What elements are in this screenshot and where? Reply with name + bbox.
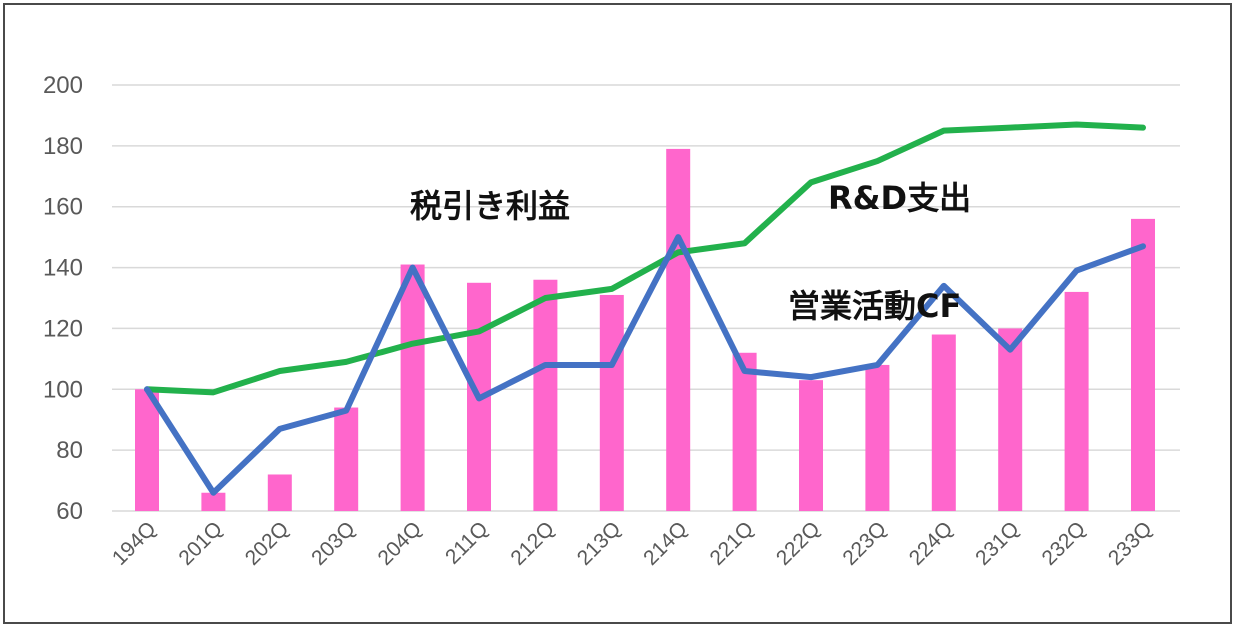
bar [533,279,558,511]
bar [334,407,359,511]
x-tick-label: 224Q [905,517,958,570]
bar [267,474,292,511]
x-tick-label: 211Q [441,517,492,568]
bar [732,352,757,511]
x-tick-label: 214Q [639,517,692,570]
bar [1131,218,1155,511]
y-tick-label: 160 [43,194,83,221]
x-tick-label: 221Q [706,517,759,570]
series-annotation: 営業活動CF [788,287,961,325]
series-line [144,234,1146,496]
x-tick-label: 231Q [971,517,1024,570]
y-axis-ticks: 60 80 100 120 140 160 180 200 [43,72,83,525]
bar [666,148,691,511]
bar [400,264,425,511]
y-tick-label: 180 [43,133,83,160]
line-series [144,121,1146,496]
y-tick-label: 120 [43,315,83,342]
bar [201,492,226,511]
bar [865,364,890,511]
bar [1064,291,1089,511]
y-tick-label: 140 [43,255,83,282]
x-tick-label: 202Q [241,517,294,570]
x-tick-label: 223Q [838,517,891,570]
bar [599,294,624,511]
bar [998,328,1023,511]
y-tick-label: 60 [56,498,83,525]
bar [799,380,823,511]
x-axis-ticks: 194Q 201Q 202Q 203Q 204Q 211Q 212Q 213Q 214Q 221Q… [108,517,1157,570]
x-tick-label: 212Q [506,517,559,570]
x-tick-label: 222Q [772,517,825,570]
bar-series [135,148,1155,511]
x-tick-label: 201Q [174,517,227,570]
x-tick-label: 194Q [108,517,161,570]
x-tick-label: 232Q [1038,517,1091,570]
x-tick-label: 213Q [573,517,626,570]
bar [135,389,159,511]
series-annotation: 税引き利益 [410,187,570,225]
x-tick-label: 204Q [374,517,427,570]
y-tick-label: 80 [56,437,83,464]
bar [931,334,956,511]
y-tick-label: 100 [43,376,83,403]
series-line [144,121,1146,396]
x-tick-label: 203Q [307,517,360,570]
series-annotation: R&D支出 [828,179,971,217]
x-tick-label: 233Q [1104,517,1157,570]
y-tick-label: 200 [43,72,83,99]
